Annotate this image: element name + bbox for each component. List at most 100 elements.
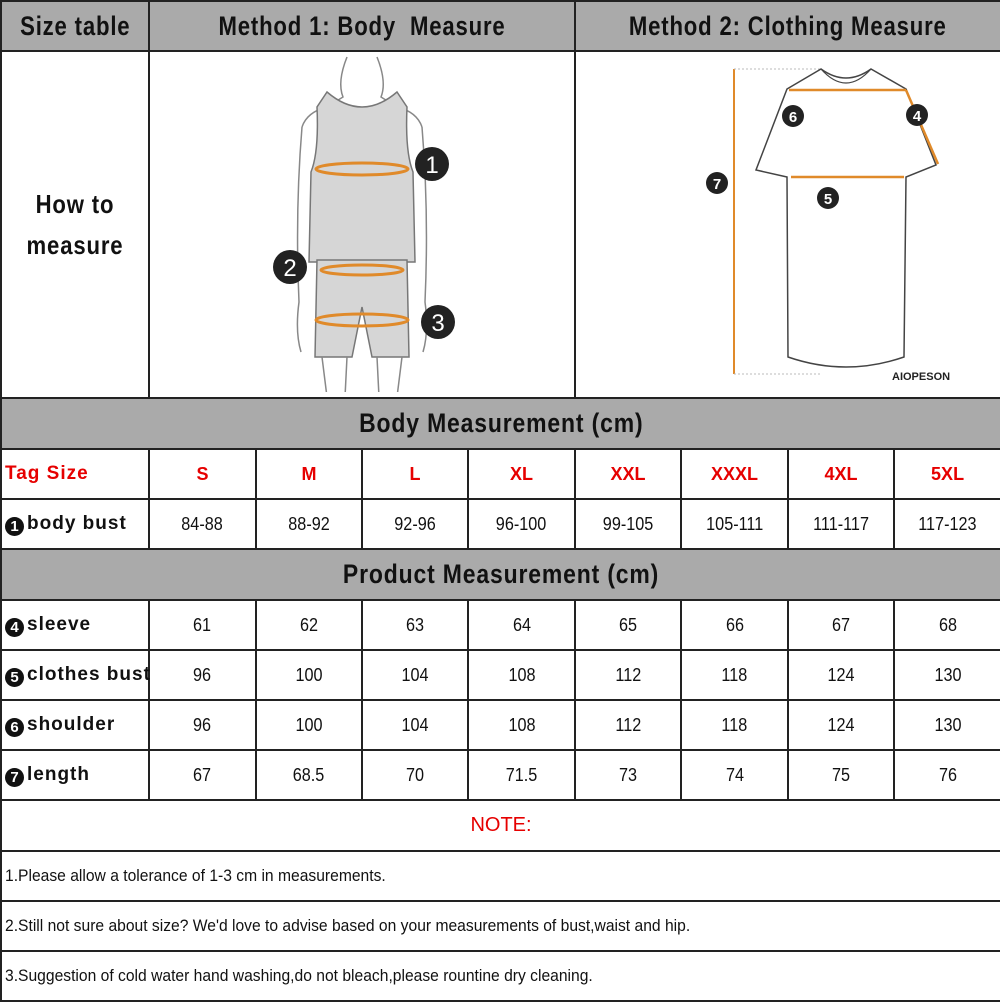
value-text: 96-100 [496, 513, 547, 534]
number-1-icon: 1 [5, 516, 24, 536]
value-text: 76 [938, 764, 957, 785]
value-cell: 84-88 [148, 498, 257, 550]
value-text: 130 [934, 664, 962, 685]
size-header-5xl: 5XL [893, 448, 1000, 500]
marker-4-icon: 4 [906, 104, 929, 126]
svg-text:5: 5 [824, 191, 832, 208]
method2-header: Method 2: Clothing Measure [574, 0, 1000, 52]
value-cell: 71.5 [466, 749, 577, 801]
how-to-line1: How to [35, 188, 115, 219]
value-cell: 68.5 [255, 749, 363, 801]
value-text: 75 [832, 764, 851, 785]
number-5-icon: 5 [5, 667, 24, 687]
row-label: 6 shoulder [0, 699, 150, 751]
svg-text:7: 7 [713, 176, 721, 193]
value-cell: 108 [466, 699, 577, 751]
value-text: 118 [721, 714, 748, 735]
value-cell: 92-96 [361, 498, 469, 550]
value-text: 74 [725, 764, 744, 785]
row-label: 5 clothes bust [0, 649, 150, 701]
value-cell: 112 [574, 649, 683, 701]
value-text: 111-117 [813, 513, 869, 534]
marker-2-icon: 2 [273, 250, 308, 284]
size-header-xl: XL [466, 448, 577, 500]
value-text: 61 [193, 614, 212, 635]
row-label-text: body bust [27, 512, 127, 534]
size-table-header: Size table [0, 0, 150, 52]
value-cell: 118 [680, 699, 790, 751]
tag-size-row: Tag Size S M L XL XXL XXXL 4XL 5XL [0, 448, 1000, 500]
value-text: 68.5 [293, 764, 325, 785]
row-label: 7 length [0, 749, 150, 801]
value-cell: 111-117 [787, 498, 896, 550]
value-cell: 96-100 [466, 498, 577, 550]
method1-header: Method 1: Body Measure [147, 0, 577, 52]
value-text: 71.5 [505, 764, 538, 785]
note-item-2: 2.Still not sure about size? We'd love t… [0, 900, 1000, 952]
value-cell: 65 [574, 599, 683, 651]
svg-text:2: 2 [283, 255, 296, 282]
product-measurement-title: Product Measurement (cm) [0, 548, 1000, 601]
value-cell: 88-92 [255, 498, 363, 550]
body-measurement-title: Body Measurement (cm) [0, 397, 1000, 450]
value-text: 108 [508, 714, 536, 735]
value-cell: 130 [893, 649, 1000, 701]
tshirt-image: 6 4 5 7 AIOPESON [706, 68, 950, 383]
how-to-row: How to measure [0, 50, 1000, 399]
value-cell: 112 [574, 699, 683, 751]
size-header-m: M [255, 448, 363, 500]
value-cell: 118 [680, 649, 790, 701]
svg-text:4: 4 [913, 108, 922, 125]
value-text: 63 [405, 614, 425, 635]
value-cell: 61 [148, 599, 257, 651]
value-text: 65 [619, 614, 638, 635]
note-title: NOTE: [0, 799, 1000, 852]
row-label: 1 body bust [0, 498, 150, 550]
value-text: 117-123 [918, 513, 977, 534]
header-row: Size table Method 1: Body Measure Method… [0, 0, 1000, 52]
how-to-line2: measure [26, 229, 124, 260]
row-label-text: shoulder [27, 713, 116, 735]
value-cell: 124 [787, 649, 896, 701]
value-cell: 68 [893, 599, 1000, 651]
tag-size-label: Tag Size [0, 448, 150, 500]
value-text: 70 [405, 764, 425, 785]
clothing-measure-illustration: 6 4 5 7 AIOPESON [574, 50, 1000, 399]
size-header-l: L [361, 448, 469, 500]
product-measurement-header-row: Product Measurement (cm) [0, 548, 1000, 601]
value-cell: 108 [466, 649, 577, 701]
value-text: 130 [934, 714, 962, 735]
measurement-row: 5 clothes bust 96 100 104 108 112 118 124 130 [0, 649, 1000, 701]
svg-text:3: 3 [431, 310, 444, 337]
size-header-s: S [148, 448, 257, 500]
value-text: 64 [512, 614, 531, 635]
value-cell: 76 [893, 749, 1000, 801]
value-cell: 70 [361, 749, 469, 801]
value-text: 73 [619, 764, 638, 785]
marker-1-icon: 1 [415, 147, 450, 181]
number-4-icon: 4 [5, 617, 24, 637]
row-label-text: sleeve [27, 613, 92, 635]
measurement-row: 1 body bust 84-88 88-92 92-96 96-100 99-105 105… [0, 498, 1000, 550]
value-cell: 100 [255, 699, 363, 751]
value-text: 67 [832, 614, 851, 635]
note-item-3: 3.Suggestion of cold water hand washing,… [0, 950, 1000, 1002]
note-row: 2.Still not sure about size? We'd love t… [0, 900, 1000, 952]
value-text: 67 [193, 764, 212, 785]
note-item-1: 1.Please allow a tolerance of 1-3 cm in … [0, 850, 1000, 902]
size-header-xxl: XXL [574, 448, 683, 500]
value-cell: 104 [361, 649, 469, 701]
value-text: 68 [938, 614, 957, 635]
measurement-row: 7 length 67 68.5 70 71.5 73 74 75 76 [0, 749, 1000, 801]
value-cell: 99-105 [574, 498, 683, 550]
value-text: 66 [725, 614, 744, 635]
measurement-row: 4 sleeve 61 62 63 64 65 66 67 68 [0, 599, 1000, 651]
value-cell: 96 [148, 649, 257, 701]
value-text: 100 [295, 664, 323, 685]
value-text: 112 [615, 664, 641, 685]
value-text: 104 [401, 664, 429, 685]
size-header-4xl: 4XL [787, 448, 896, 500]
marker-5-icon: 5 [817, 187, 840, 209]
note-row: 1.Please allow a tolerance of 1-3 cm in … [0, 850, 1000, 902]
